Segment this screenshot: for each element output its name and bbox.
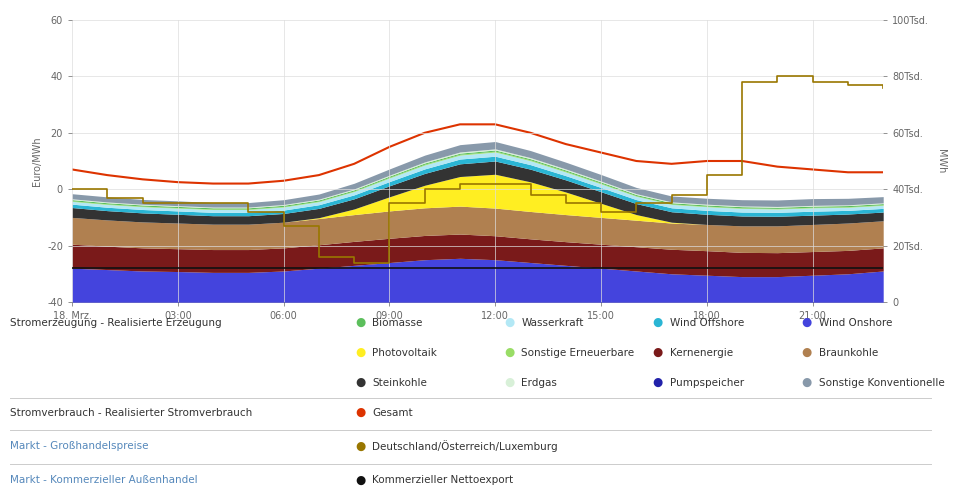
Text: Wasserkraft: Wasserkraft — [521, 318, 584, 328]
Text: Pumpspeicher: Pumpspeicher — [670, 378, 744, 388]
Y-axis label: Euro/MWh: Euro/MWh — [32, 136, 41, 186]
Text: ●: ● — [355, 316, 366, 329]
Text: Gesamt: Gesamt — [372, 408, 413, 418]
Text: Stromverbrauch - Realisierter Stromverbrauch: Stromverbrauch - Realisierter Stromverbr… — [10, 408, 252, 418]
Text: ●: ● — [802, 376, 812, 389]
Text: Biomasse: Biomasse — [372, 318, 422, 328]
Text: Deutschland/Österreich/Luxemburg: Deutschland/Österreich/Luxemburg — [372, 440, 558, 452]
Text: Markt - Großhandelspreise: Markt - Großhandelspreise — [10, 441, 148, 451]
Text: ●: ● — [504, 346, 515, 359]
Text: Wind Offshore: Wind Offshore — [670, 318, 744, 328]
Text: ●: ● — [653, 376, 663, 389]
Text: Erdgas: Erdgas — [521, 378, 557, 388]
Text: ●: ● — [355, 346, 366, 359]
Text: ●: ● — [802, 316, 812, 329]
Text: ●: ● — [504, 316, 515, 329]
Y-axis label: MWh: MWh — [936, 149, 946, 173]
Text: Sonstige Konventionelle: Sonstige Konventionelle — [819, 378, 945, 388]
Text: ●: ● — [653, 316, 663, 329]
Text: Kommerzieller Nettoexport: Kommerzieller Nettoexport — [372, 475, 514, 485]
Text: ●: ● — [802, 346, 812, 359]
Text: Markt - Kommerzieller Außenhandel: Markt - Kommerzieller Außenhandel — [10, 475, 197, 485]
Text: Photovoltaik: Photovoltaik — [372, 348, 438, 358]
Text: Wind Onshore: Wind Onshore — [819, 318, 892, 328]
Text: Kernenergie: Kernenergie — [670, 348, 733, 358]
Text: ●: ● — [653, 346, 663, 359]
Text: ●: ● — [355, 406, 366, 419]
Text: Stromerzeugung - Realisierte Erzeugung: Stromerzeugung - Realisierte Erzeugung — [10, 318, 221, 328]
Text: ●: ● — [355, 474, 366, 486]
Text: ●: ● — [355, 440, 366, 452]
Text: ●: ● — [504, 376, 515, 389]
Text: Steinkohle: Steinkohle — [372, 378, 427, 388]
Text: ●: ● — [355, 376, 366, 389]
Text: Braunkohle: Braunkohle — [819, 348, 878, 358]
Text: Sonstige Erneuerbare: Sonstige Erneuerbare — [521, 348, 635, 358]
